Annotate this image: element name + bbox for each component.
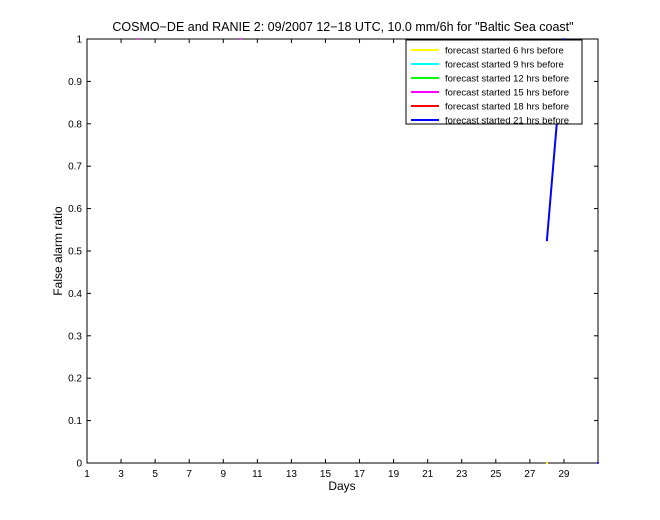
x-tick-label: 25	[490, 469, 502, 480]
legend-entry: forecast started 21 hrs before	[445, 116, 569, 127]
legend-entry: forecast started 18 hrs before	[445, 102, 569, 113]
legend-entry: forecast started 6 hrs before	[445, 46, 564, 57]
x-tick-label: 27	[524, 469, 536, 480]
y-tick-label: 0.4	[68, 289, 82, 300]
x-tick-label: 7	[186, 469, 192, 480]
y-tick-label: 0.3	[68, 331, 82, 342]
legend: forecast started 6 hrs before forecast st…	[405, 39, 583, 127]
legend-box	[405, 39, 583, 125]
y-tick-label: 0.2	[68, 374, 82, 385]
legend-entry: forecast started 15 hrs before	[445, 88, 569, 99]
x-tick-label: 17	[354, 469, 366, 480]
y-tick-label: 0.1	[68, 416, 82, 427]
y-tick-label: 0.7	[68, 162, 82, 173]
y-tick-label: 0.6	[68, 204, 82, 215]
x-tick-label: 13	[286, 469, 298, 480]
x-axis: 1 3 5 7 9 11 13 15 17 19 21 23 25 27 29	[84, 39, 570, 480]
y-axis: 0 0.1 0.2 0.3 0.4 0.5 0.6 0.7 0.8 0.9 1	[68, 35, 598, 470]
legend-entry: forecast started 12 hrs before	[445, 74, 569, 85]
y-tick-label: 0.8	[68, 119, 82, 130]
chart-title: COSMO−DE and RANIE 2: 09/2007 12−18 UTC,…	[112, 20, 573, 34]
y-tick-label: 0.5	[68, 247, 82, 258]
y-tick-label: 0.9	[68, 77, 82, 88]
x-tick-label: 5	[152, 469, 158, 480]
x-tick-label: 23	[456, 469, 468, 480]
legend-entry: forecast started 9 hrs before	[445, 60, 564, 71]
x-tick-label: 15	[320, 469, 332, 480]
y-axis-label: False alarm ratio	[51, 206, 65, 296]
y-tick-label: 1	[76, 35, 82, 46]
x-axis-label: Days	[328, 479, 355, 493]
y-tick-label: 0	[76, 459, 82, 470]
x-tick-label: 1	[84, 469, 90, 480]
x-tick-label: 29	[558, 469, 570, 480]
x-tick-label: 19	[388, 469, 400, 480]
x-tick-label: 9	[220, 469, 226, 480]
x-tick-label: 3	[118, 469, 124, 480]
x-tick-label: 21	[422, 469, 434, 480]
x-tick-label: 11	[252, 469, 263, 480]
